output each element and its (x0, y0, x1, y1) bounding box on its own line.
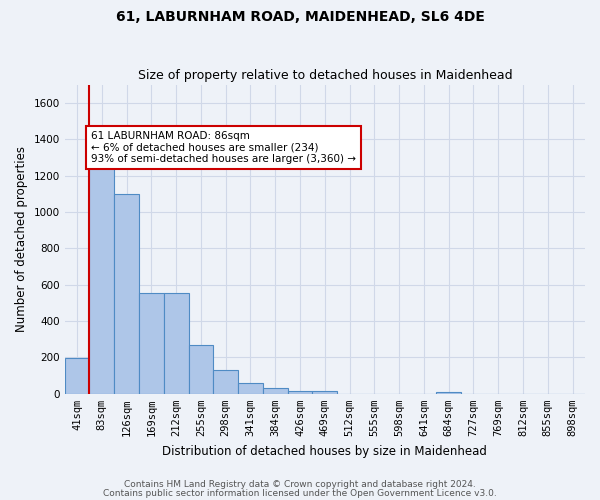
Bar (214, 370, 238, 394)
Text: 61 LABURNHAM ROAD: 86sqm
← 6% of detached houses are smaller (234)
93% of semi-d: 61 LABURNHAM ROAD: 86sqm ← 6% of detache… (91, 131, 356, 164)
Bar (313, 392, 337, 394)
Bar (263, 388, 287, 394)
Text: Contains public sector information licensed under the Open Government Licence v3: Contains public sector information licen… (103, 490, 497, 498)
Bar (89, 162, 114, 394)
Bar (114, 194, 139, 394)
Text: Contains HM Land Registry data © Crown copyright and database right 2024.: Contains HM Land Registry data © Crown c… (124, 480, 476, 489)
Bar (287, 390, 313, 394)
Bar (164, 293, 188, 394)
Bar (188, 344, 214, 394)
Bar (436, 392, 461, 394)
X-axis label: Distribution of detached houses by size in Maidenhead: Distribution of detached houses by size … (163, 444, 487, 458)
Bar (238, 383, 263, 394)
Bar (139, 293, 164, 394)
Title: Size of property relative to detached houses in Maidenhead: Size of property relative to detached ho… (137, 69, 512, 82)
Y-axis label: Number of detached properties: Number of detached properties (15, 146, 28, 332)
Text: 61, LABURNHAM ROAD, MAIDENHEAD, SL6 4DE: 61, LABURNHAM ROAD, MAIDENHEAD, SL6 4DE (116, 10, 484, 24)
Bar (65, 358, 89, 394)
